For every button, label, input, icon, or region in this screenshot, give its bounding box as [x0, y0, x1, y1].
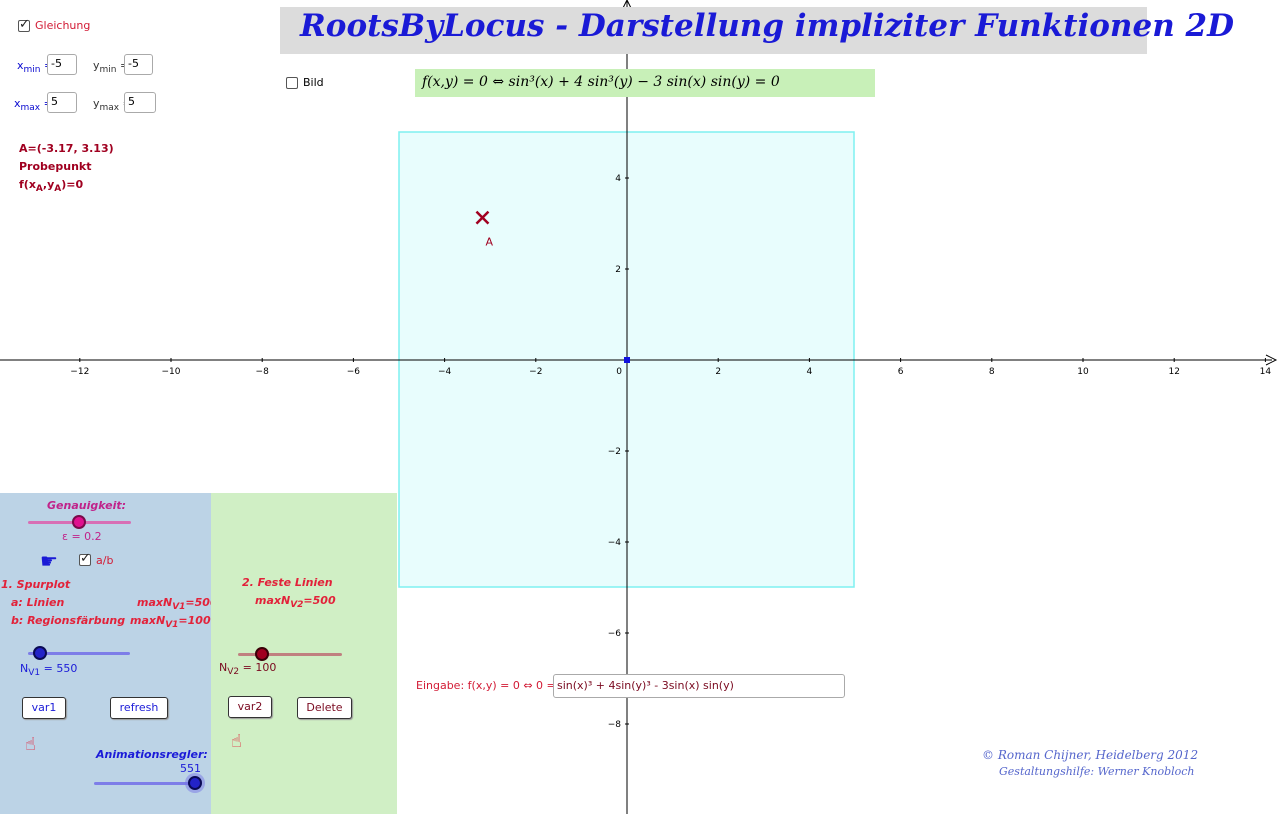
genauigkeit-label: Genauigkeit:	[47, 499, 127, 512]
x-tick-label: 4	[807, 367, 813, 377]
x-tick-label: 10	[1077, 367, 1089, 377]
x-tick-label: −10	[162, 367, 181, 377]
ymin-input[interactable]: -5	[124, 54, 153, 75]
credit-design: Gestaltungshilfe: Werner Knobloch	[999, 765, 1195, 778]
formula-text: f(x,y) = 0 ⇔ sin³(x) + 4 sin³(y) − 3 sin…	[422, 74, 780, 90]
x-tick-label: 2	[715, 367, 721, 377]
nv2-value: NV2 = 100	[219, 661, 277, 678]
x-tick-label: −2	[529, 367, 542, 377]
x-tick-label: 6	[898, 367, 904, 377]
var1-button[interactable]: var1	[22, 697, 66, 719]
eingabe-label: Eingabe: f(x,y) = 0 ⇔ 0 =	[416, 679, 556, 692]
y-tick-label: −2	[608, 447, 621, 457]
title-banner	[280, 7, 1147, 54]
point-a-label: A	[485, 236, 493, 249]
y-axis-arrow	[621, 0, 633, 11]
point-a-coords: A=(-3.17, 3.13)	[19, 142, 114, 155]
x-tick-label: −6	[347, 367, 361, 377]
maxnv2-label: maxNV2=500	[255, 594, 336, 611]
xmin-input[interactable]: -5	[47, 54, 77, 75]
spurplot-heading: 1. Spurplot	[1, 578, 71, 591]
x-tick-label: −8	[256, 367, 270, 377]
nv2-slider-track[interactable]	[238, 653, 342, 656]
animationsregler-label: Animationsregler:	[96, 748, 208, 761]
y-tick-label: 4	[615, 174, 621, 184]
x-tick-label: 8	[989, 367, 995, 377]
delete-button[interactable]: Delete	[297, 697, 352, 719]
gleichung-label: Gleichung	[35, 19, 91, 32]
credit-author: © Roman Chijner, Heidelberg 2012	[982, 748, 1199, 762]
refresh-button[interactable]: refresh	[110, 697, 168, 719]
nv1-value: NV1 = 550	[20, 662, 78, 679]
hand-tap-icon-2[interactable]: ☝	[231, 731, 242, 752]
formula-banner	[415, 69, 875, 97]
hand-pointer-icon: ☛	[40, 549, 58, 573]
maxnv1-region: maxNV1=1000	[130, 614, 219, 631]
animation-slider-knob[interactable]	[188, 776, 202, 790]
animation-value: 551	[180, 762, 201, 775]
feste-linien-heading: 2. Feste Linien	[242, 576, 333, 589]
linien-label: a: Linien	[11, 596, 65, 609]
y-tick-label: 2	[615, 265, 621, 275]
function-value: f(xA,yA)=0	[19, 178, 84, 195]
nv2-slider-knob[interactable]	[255, 647, 269, 661]
y-tick-label: −6	[608, 629, 622, 639]
nv1-slider-track[interactable]	[28, 652, 130, 655]
nv1-slider-knob[interactable]	[33, 646, 47, 660]
ymax-input[interactable]: 5	[124, 92, 156, 113]
region-label: b: Regionsfärbung	[11, 614, 126, 627]
y-tick-label: −4	[608, 538, 622, 548]
x-axis-arrow	[1265, 354, 1278, 366]
x-tick-label: 12	[1168, 367, 1179, 377]
gleichung-checkbox[interactable]	[18, 17, 30, 32]
x-tick-label: −4	[438, 367, 452, 377]
y-tick-label: −8	[608, 720, 622, 730]
origin-point[interactable]	[624, 357, 630, 363]
probepunkt-label: Probepunkt	[19, 160, 92, 173]
bild-checkbox[interactable]	[286, 77, 298, 89]
bild-label: Bild	[303, 76, 324, 89]
origin-label: 0	[616, 367, 622, 377]
hand-tap-icon-1[interactable]: ☝	[25, 734, 36, 755]
xmax-input[interactable]: 5	[47, 92, 77, 113]
point-a-marker[interactable]	[475, 210, 490, 225]
eingabe-input[interactable]: sin(x)³ + 4sin(y)³ - 3sin(x) sin(y)	[553, 674, 845, 698]
page-title: RootsByLocus - Darstellung impliziter Fu…	[300, 8, 1234, 44]
ab-label: a/b	[96, 554, 114, 567]
epsilon-slider-knob[interactable]	[72, 515, 86, 529]
epsilon-value: ε = 0.2	[62, 530, 102, 543]
ab-checkbox[interactable]	[79, 551, 91, 566]
x-tick-label: 14	[1260, 367, 1272, 377]
var2-button[interactable]: var2	[228, 696, 272, 718]
x-tick-label: −12	[70, 367, 89, 377]
animation-slider-track[interactable]	[94, 782, 198, 785]
